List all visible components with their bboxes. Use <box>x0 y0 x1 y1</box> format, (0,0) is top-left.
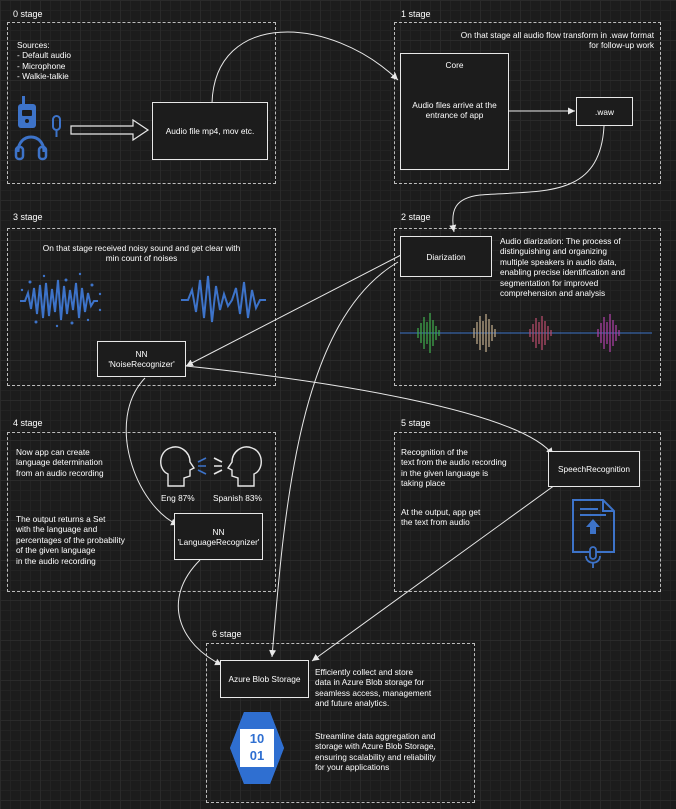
language-recognizer-box[interactable]: NN 'LanguageRecognizer' <box>174 513 263 560</box>
core-text: Audio files arrive at the entrance of ap… <box>412 100 497 120</box>
azure-icon-bits-top: 10 <box>249 731 265 746</box>
core-box[interactable]: Core Audio files arrive at the entrance … <box>400 53 509 170</box>
spanish-percentage: Spanish 83% <box>213 493 262 503</box>
stage-1-label: 1 stage <box>401 9 431 19</box>
speech-recognition-box[interactable]: SpeechRecognition <box>548 451 640 487</box>
sources-text: Sources: - Default audio - Microphone - … <box>17 40 71 82</box>
connector-noise-to-speech <box>185 365 554 456</box>
connector-audio-to-core <box>211 31 399 104</box>
stage-1-container <box>394 22 661 184</box>
hollow-arrow <box>70 118 150 142</box>
stage-6-text-1: Efficiently collect and store data in Az… <box>315 667 432 709</box>
stage-6-text-2: Streamline data aggregation and storage … <box>315 731 436 773</box>
stage-3-description: On that stage received noisy sound and g… <box>42 243 241 264</box>
connector-language-to-blob <box>177 559 223 666</box>
stage-5-text-2: At the output, app get the text from aud… <box>401 507 481 528</box>
stage-2-label: 2 stage <box>401 212 431 222</box>
azure-icon-bits-bottom: 01 <box>249 748 265 763</box>
stage-3-label: 3 stage <box>13 212 43 222</box>
waw-box[interactable]: .waw <box>576 97 633 126</box>
connector-diarization-to-blob <box>269 261 399 658</box>
stage-3-container <box>7 228 276 386</box>
connector-noise-to-language <box>125 377 179 526</box>
diarization-box[interactable]: Diarization <box>400 236 492 277</box>
stage-2-container <box>394 228 661 386</box>
stage-1-note: On that stage all audio flow transform i… <box>460 30 654 51</box>
connector-diarization-to-noise <box>185 254 402 367</box>
stage-2-description: Audio diarization: The process of distin… <box>500 236 626 299</box>
stage-5-container <box>394 432 661 592</box>
audio-file-box[interactable]: Audio file mp4, mov etc. <box>152 102 268 160</box>
noise-recognizer-box[interactable]: NN 'NoiseRecognizer' <box>97 341 186 377</box>
stage-5-label: 5 stage <box>401 418 431 428</box>
connector-speech-to-blob <box>311 484 556 662</box>
stage-5-text-1: Recognition of the text from the audio r… <box>401 447 507 489</box>
stage-6-container <box>206 643 475 803</box>
stage-4-container <box>7 432 276 592</box>
stage-0-container <box>7 22 276 184</box>
connector-waw-to-diarization <box>449 125 605 233</box>
stage-4-label: 4 stage <box>13 418 43 428</box>
stage-4-text-1: Now app can create language determinatio… <box>16 447 104 478</box>
eng-percentage: Eng 87% <box>161 493 195 503</box>
stage-6-label: 6 stage <box>212 629 242 639</box>
core-title: Core <box>445 60 464 70</box>
stage-4-text-2: The output returns a Set with the langua… <box>16 514 125 566</box>
azure-blob-storage-box[interactable]: Azure Blob Storage <box>220 660 309 698</box>
stage-0-label: 0 stage <box>13 9 43 19</box>
